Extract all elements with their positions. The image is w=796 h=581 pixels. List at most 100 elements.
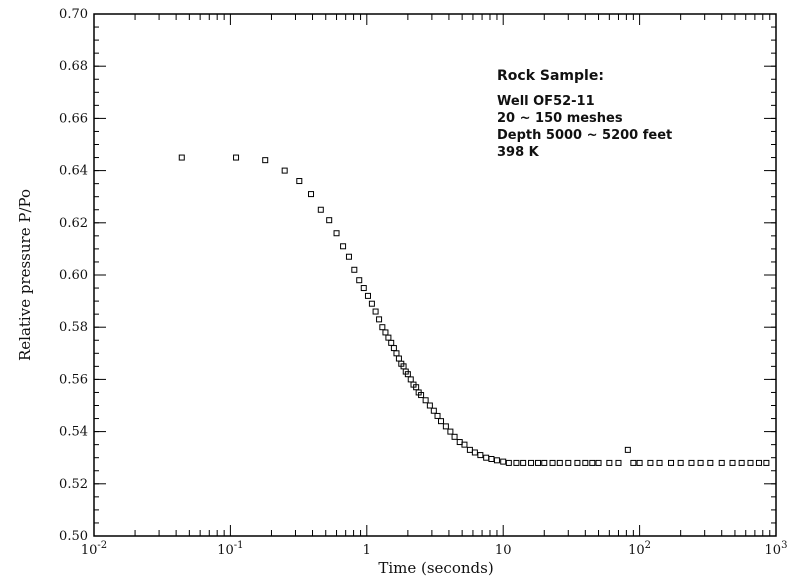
data-point — [385, 334, 392, 341]
annotation-rock-sample: Rock Sample: — [497, 68, 604, 84]
data-point — [360, 285, 367, 292]
data-point — [630, 459, 637, 466]
data-point — [729, 459, 736, 466]
data-point — [395, 355, 402, 362]
data-point — [500, 458, 507, 465]
data-point — [364, 292, 371, 299]
annotation-well: Well OF52-11 — [497, 94, 595, 109]
data-point — [178, 154, 185, 161]
y-tick-label: 0.56 — [59, 372, 88, 387]
data-point — [407, 376, 414, 383]
data-point — [477, 452, 484, 459]
data-point — [624, 446, 631, 453]
y-axis-label: Relative pressure P/Po — [16, 189, 34, 361]
data-point — [528, 459, 535, 466]
data-point — [582, 459, 589, 466]
data-point — [390, 345, 397, 352]
data-point — [738, 459, 745, 466]
data-point — [520, 459, 527, 466]
data-point — [513, 459, 520, 466]
data-point — [379, 324, 386, 331]
data-point — [372, 308, 379, 315]
data-point — [296, 178, 303, 185]
data-point — [430, 407, 437, 414]
y-tick-label: 0.68 — [59, 59, 88, 74]
data-point — [549, 459, 556, 466]
x-tick-label: 1 — [363, 543, 371, 558]
data-point — [451, 433, 458, 440]
y-tick-label: 0.60 — [59, 268, 88, 283]
axis-ticks: 10-2 10-1 1 10 102 103 0.50 0.52 0.54 0.56 0.58 0.6… — [59, 7, 787, 558]
data-point — [376, 316, 383, 323]
data-point — [488, 456, 495, 463]
data-point — [541, 459, 548, 466]
annotation-temperature: 398 K — [497, 145, 540, 160]
y-tick-label: 0.70 — [59, 7, 88, 22]
data-point — [755, 459, 762, 466]
data-point — [615, 459, 622, 466]
data-point — [471, 449, 478, 456]
x-tick-label: 10 — [495, 543, 512, 558]
x-axis-label: Time (seconds) — [378, 559, 493, 577]
x-tick-label: 103 — [765, 540, 788, 558]
data-point — [461, 441, 468, 448]
data-point — [317, 206, 324, 213]
data-point — [447, 428, 454, 435]
annotation-mesh: 20 ~ 150 meshes — [497, 111, 623, 126]
data-point — [505, 459, 512, 466]
data-point — [308, 191, 315, 198]
y-tick-label: 0.62 — [59, 216, 88, 231]
data-point — [262, 157, 269, 164]
data-point — [340, 243, 347, 250]
y-tick-label: 0.66 — [59, 111, 88, 126]
data-point — [438, 418, 445, 425]
data-point — [688, 459, 695, 466]
data-point — [565, 459, 572, 466]
x-tick-label: 10-1 — [217, 540, 243, 558]
data-point — [589, 459, 596, 466]
y-tick-label: 0.52 — [59, 477, 88, 492]
data-point — [345, 253, 352, 260]
data-point — [763, 459, 770, 466]
data-point — [493, 457, 500, 464]
data-point — [442, 423, 449, 430]
x-tick-label: 102 — [628, 540, 651, 558]
data-point — [326, 217, 333, 224]
data-point — [677, 459, 684, 466]
data-point — [356, 277, 363, 284]
data-point — [595, 459, 602, 466]
x-tick-label: 10-2 — [81, 540, 107, 558]
data-point — [636, 459, 643, 466]
data-point — [668, 459, 675, 466]
data-point — [382, 329, 389, 336]
data-point — [647, 459, 654, 466]
data-point — [656, 459, 663, 466]
data-point — [393, 350, 400, 357]
data-point — [466, 446, 473, 453]
data-point — [333, 230, 340, 237]
data-point — [281, 167, 288, 174]
data-point — [718, 459, 725, 466]
data-point — [233, 154, 240, 161]
data-point — [535, 459, 542, 466]
data-markers — [178, 154, 770, 466]
data-point — [388, 339, 395, 346]
annotation-depth: Depth 5000 ~ 5200 feet — [497, 128, 672, 143]
data-point — [556, 459, 563, 466]
data-point — [426, 402, 433, 409]
data-point — [418, 392, 425, 399]
y-tick-label: 0.64 — [59, 164, 88, 179]
data-point — [747, 459, 754, 466]
y-tick-label: 0.50 — [59, 529, 88, 544]
y-tick-label: 0.54 — [59, 425, 88, 440]
data-point — [606, 459, 613, 466]
data-point — [434, 412, 441, 419]
data-point — [483, 454, 490, 461]
data-point — [707, 459, 714, 466]
y-tick-label: 0.58 — [59, 320, 88, 335]
plot-frame — [93, 13, 777, 537]
data-point — [368, 300, 375, 307]
data-point — [351, 266, 358, 273]
data-point — [574, 459, 581, 466]
